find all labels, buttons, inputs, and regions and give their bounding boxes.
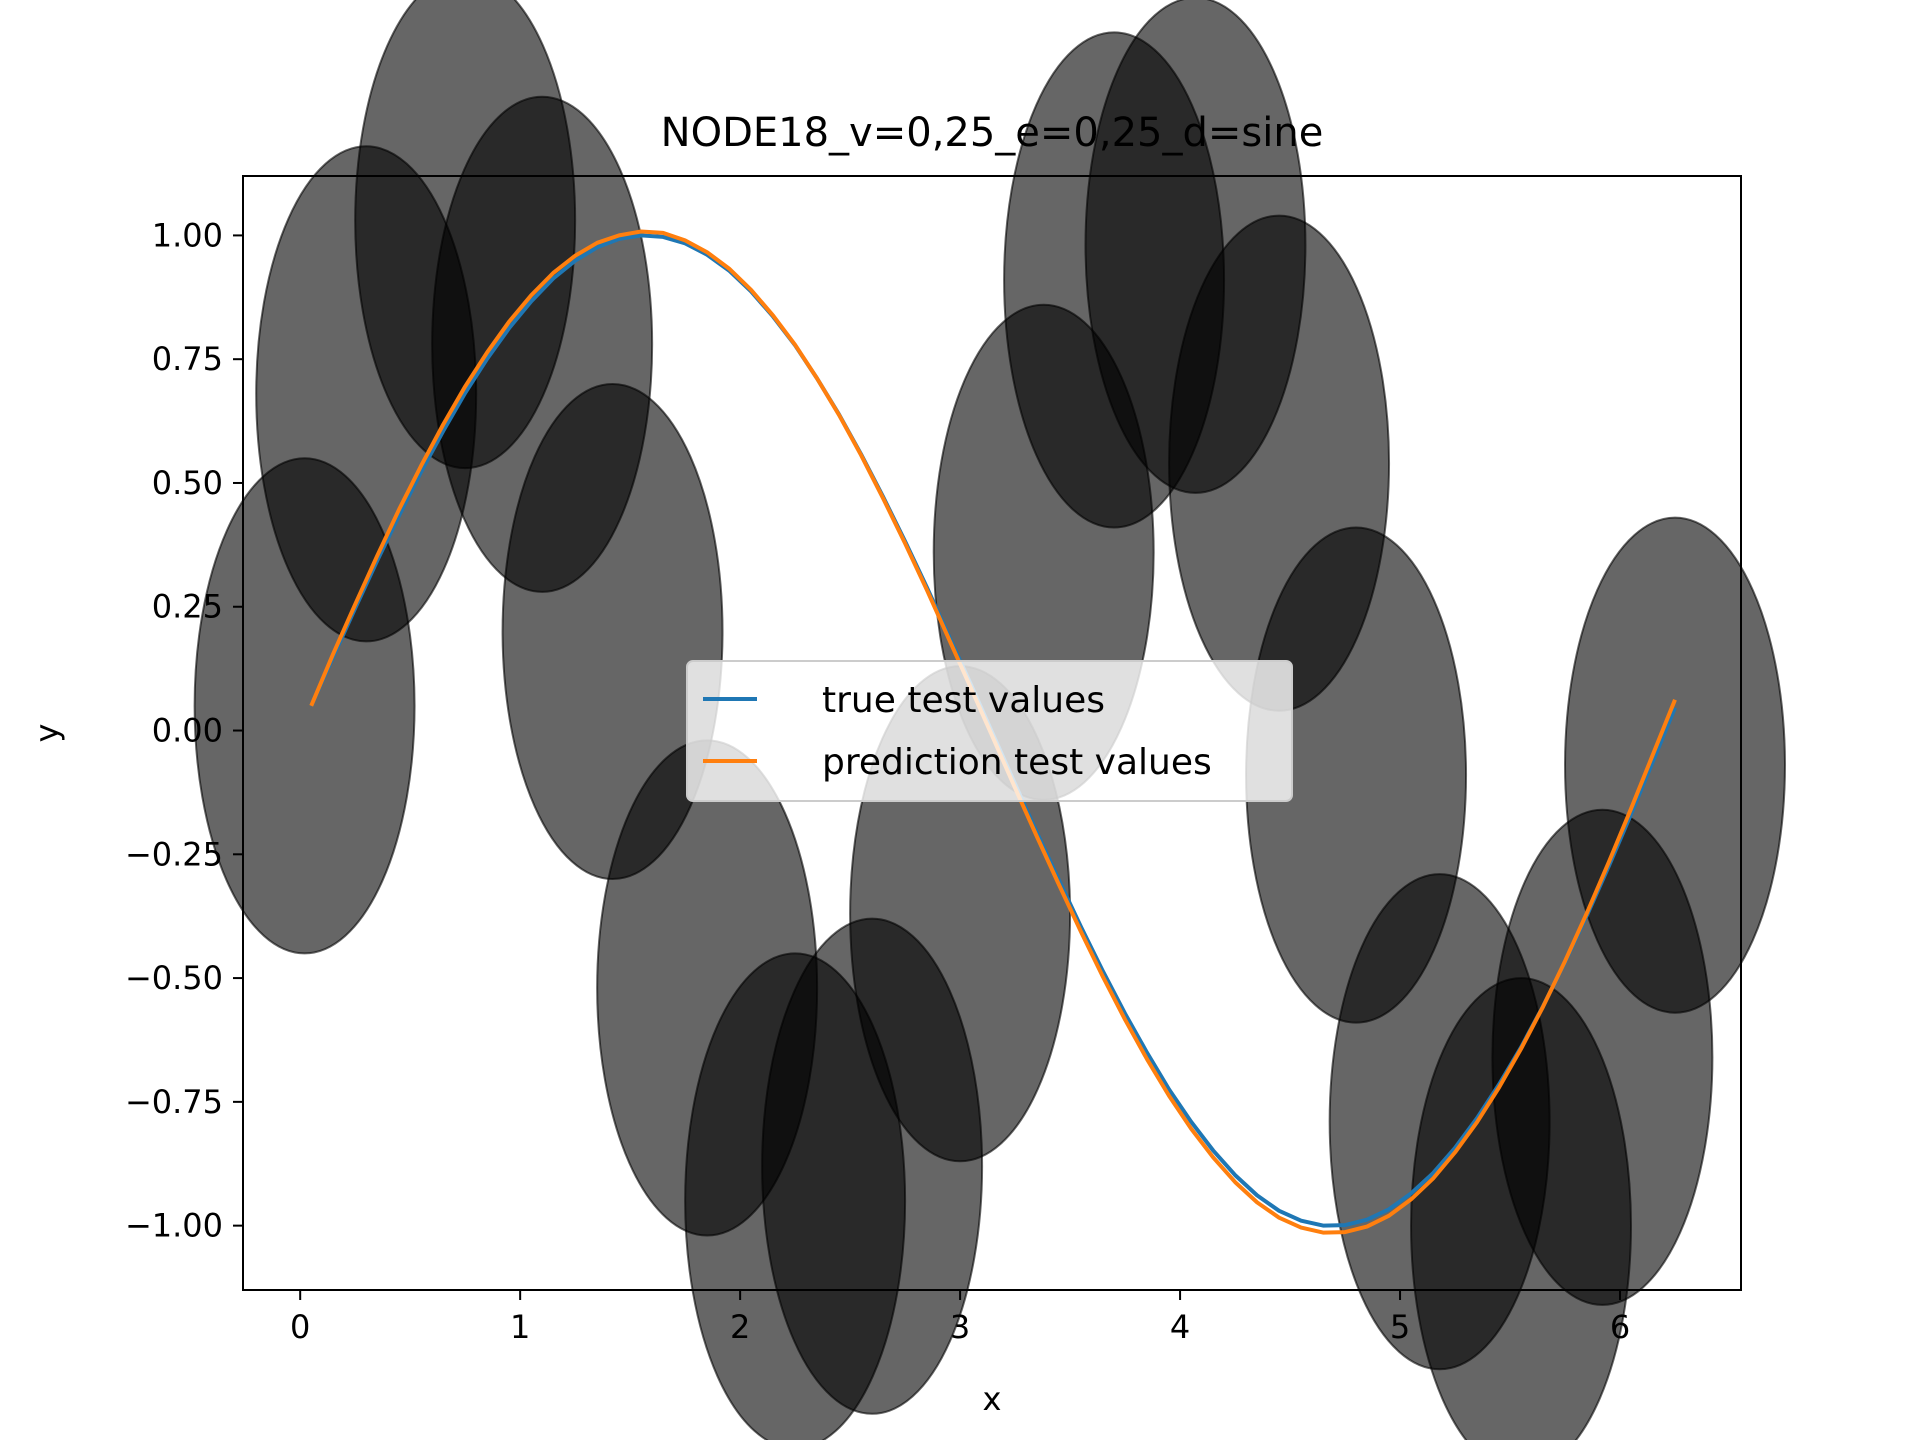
legend: true test values prediction test values [686, 660, 1293, 802]
x-tick-label: 3 [950, 1308, 970, 1346]
x-axis-ticks: 0 1 2 3 4 5 6 [290, 1290, 1630, 1346]
y-axis-label: y [28, 724, 66, 743]
y-tick-label: 0.75 [152, 340, 223, 378]
y-tick-label: −0.75 [125, 1083, 223, 1121]
x-tick-label: 6 [1610, 1308, 1630, 1346]
y-tick-label: −0.25 [125, 835, 223, 873]
y-tick-label: 0.00 [152, 712, 223, 750]
x-tick-label: 5 [1390, 1308, 1410, 1346]
x-tick-label: 0 [290, 1308, 310, 1346]
legend-box [686, 660, 1293, 802]
y-axis-ticks: 1.00 0.75 0.50 0.25 0.00 −0.25 −0.50 −0.75 −1.00 [125, 216, 243, 1245]
y-tick-label: −1.00 [125, 1207, 223, 1245]
y-tick-label: −0.50 [125, 959, 223, 997]
x-axis-label: x [983, 1380, 1002, 1418]
y-tick-label: 0.25 [152, 588, 223, 626]
x-tick-label: 1 [510, 1308, 530, 1346]
legend-label-true: true test values [822, 680, 1105, 721]
legend-label-prediction: prediction test values [822, 742, 1212, 783]
y-tick-label: 0.50 [152, 464, 223, 502]
axes-frame [242, 175, 1742, 1291]
x-tick-label: 4 [1170, 1308, 1190, 1346]
uncertainty-ellipse [193, 457, 416, 955]
x-tick-label: 2 [730, 1308, 750, 1346]
chart-title: NODE18_v=0,25_e=0,25_d=sine [661, 110, 1324, 156]
uncertainty-ellipse [1564, 516, 1786, 1014]
y-tick-label: 1.00 [152, 216, 223, 254]
